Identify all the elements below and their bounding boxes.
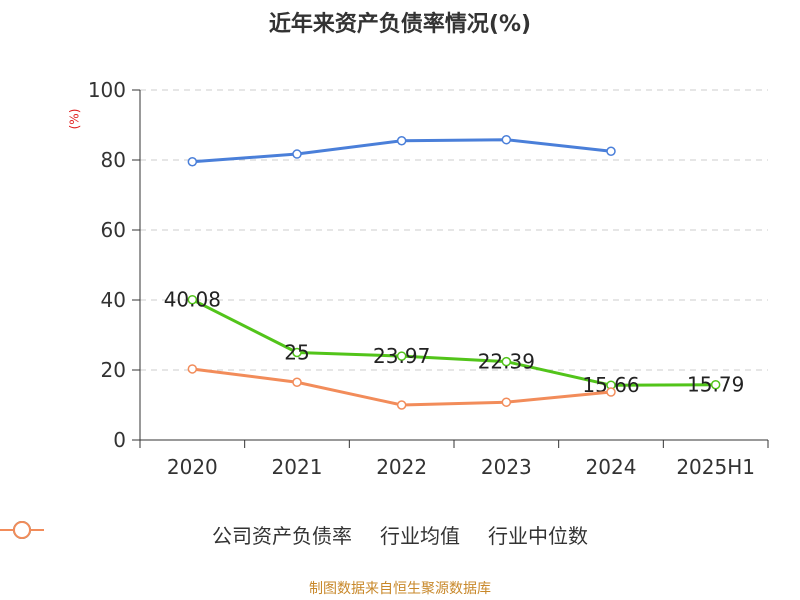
series-point-0: [501, 356, 512, 367]
data-label: 23.97: [373, 344, 430, 368]
x-tick-label: 2022: [376, 455, 427, 479]
series-line-0: [191, 298, 716, 387]
legend: 公司资产负债率 行业均值 行业中位数: [0, 520, 800, 549]
series-point-0: [710, 379, 721, 390]
series-point-0: [396, 351, 407, 361]
legend-label-industry-median: 行业中位数: [488, 524, 588, 548]
y-tick-label: 60: [101, 218, 126, 242]
x-tick-label: 2025H1: [676, 455, 755, 479]
series-line-2: [192, 367, 612, 407]
series-point-1: [187, 157, 198, 167]
y-tick-label: 40: [101, 288, 126, 312]
series-point-1: [396, 136, 407, 146]
series-point-2: [292, 377, 302, 387]
x-tick-label: 2024: [586, 455, 637, 479]
chart-title: 近年来资产负债率情况(%): [268, 12, 532, 37]
series-point-2: [187, 364, 198, 374]
series-point-2: [501, 397, 512, 407]
data-label: 15.79: [687, 373, 744, 397]
legend-marker-industry-median-icon: [0, 521, 44, 539]
data-label: 22.39: [478, 350, 535, 374]
legend-label-industry-mean: 行业均值: [380, 524, 460, 548]
x-tick-label: 2020: [167, 455, 218, 479]
legend-item-company[interactable]: 公司资产负债率: [0, 520, 352, 549]
x-tick-label: 2021: [272, 455, 323, 479]
y-tick-label: 80: [101, 148, 126, 172]
series-point-0: [292, 347, 302, 358]
y-tick-label: 100: [88, 78, 126, 102]
data-label: 25: [284, 341, 309, 365]
data-label: 40.08: [164, 288, 221, 312]
legend-label-company: 公司资产负债率: [212, 524, 352, 548]
y-tick-label: 0: [113, 428, 126, 452]
legend-item-industry-median[interactable]: 行业中位数: [0, 520, 588, 549]
x-tick-label: 2023: [481, 455, 532, 479]
y-tick-label: 20: [101, 358, 126, 382]
series-point-1: [292, 149, 302, 159]
source-note: 制图数据来自恒生聚源数据库: [309, 581, 491, 597]
series-point-2: [606, 387, 616, 397]
legend-item-industry-mean[interactable]: 行业均值: [0, 520, 460, 549]
series-point-2: [396, 400, 407, 410]
series-point-1: [606, 146, 616, 156]
series-point-1: [501, 134, 512, 145]
series-point-0: [187, 294, 198, 305]
